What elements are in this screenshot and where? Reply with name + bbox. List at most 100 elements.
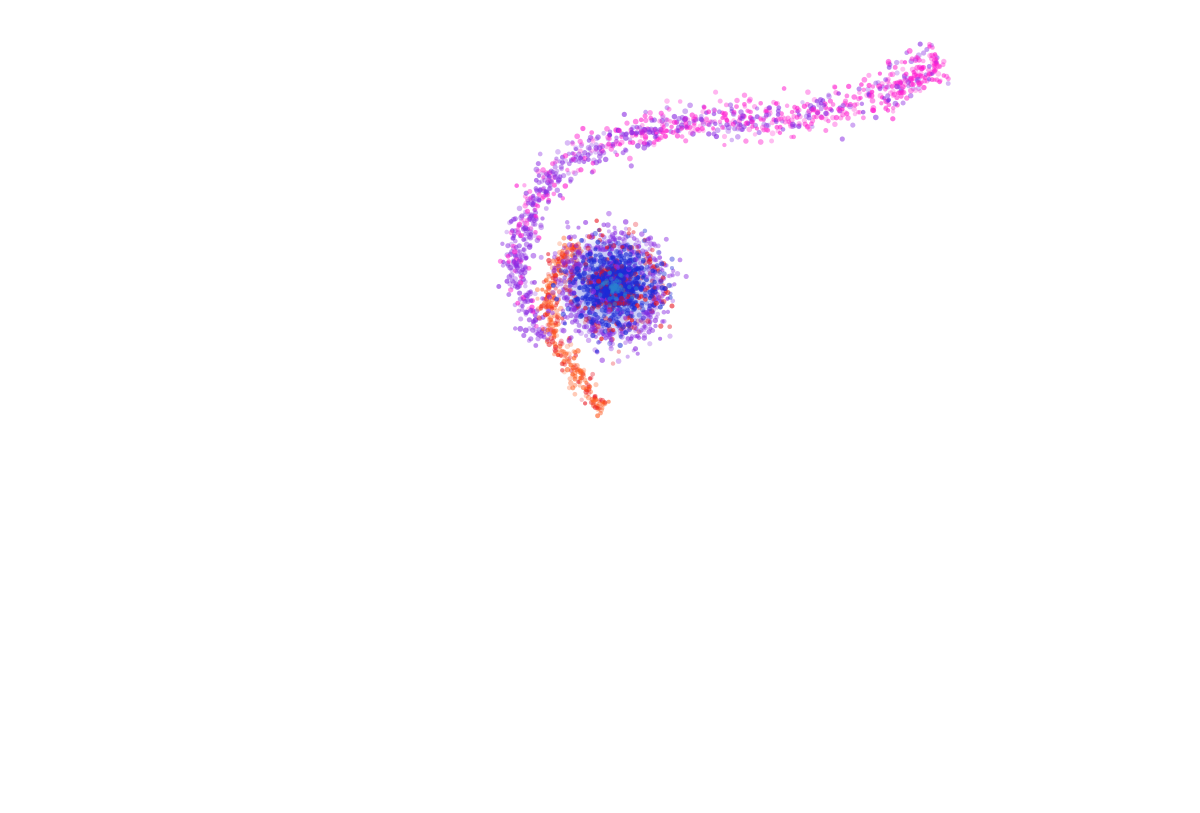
tail-particle [585, 395, 592, 401]
halo-particle [667, 324, 673, 330]
arm-particle [534, 188, 539, 193]
arm-particle [507, 264, 514, 271]
arm-particle [823, 116, 829, 122]
tail-particle [556, 261, 561, 267]
core-particle [587, 287, 593, 294]
arm-particle [691, 119, 696, 124]
arm-particle [533, 323, 539, 329]
core-particle [577, 285, 582, 291]
arm-particle [536, 173, 542, 178]
arm-particle [716, 109, 722, 115]
arm-particle [596, 153, 603, 160]
arm-particle [526, 232, 531, 237]
core-particle [595, 323, 601, 330]
arm-particle [529, 213, 534, 218]
core-center-particle [619, 273, 624, 278]
arm-particle [521, 269, 528, 276]
arm-particle [526, 338, 532, 343]
core-particle [636, 295, 642, 301]
arm-particle [537, 151, 543, 157]
arm-particle [562, 183, 569, 189]
core-particle [591, 259, 597, 265]
arm-particle [699, 117, 705, 123]
arm-particle [766, 105, 772, 111]
core-particle [637, 260, 643, 266]
arm-particle [585, 144, 592, 151]
tail-particle [535, 296, 540, 301]
arm-particle [700, 109, 706, 115]
core-particle [581, 271, 587, 276]
arm-particle [717, 98, 723, 104]
arm-particle [883, 106, 889, 112]
arm-particle [522, 292, 529, 298]
arm-particle [682, 115, 688, 122]
arm-particle [738, 126, 744, 132]
core-particle [586, 274, 592, 280]
tail-particle [606, 399, 611, 404]
tail-particle [553, 273, 559, 279]
arm-particle [941, 73, 947, 78]
tail-particle [595, 413, 601, 419]
tail-particle [548, 335, 554, 341]
arm-particle [706, 109, 712, 115]
arm-particle [796, 107, 802, 113]
arm-particle [508, 272, 515, 278]
arm-particle [559, 166, 564, 172]
halo-particle [632, 346, 639, 352]
arm-particle [890, 105, 896, 111]
tail-particle [577, 383, 582, 388]
core-particle [621, 306, 627, 312]
arm-particle [756, 130, 762, 136]
core-particle [605, 290, 611, 296]
arm-particle [537, 316, 543, 321]
halo-particle [553, 320, 558, 326]
arm-particle [782, 116, 788, 122]
halo-particle [655, 243, 661, 249]
arm-particle [590, 168, 597, 174]
arm-particle [877, 71, 883, 76]
tail-particle [565, 247, 571, 252]
core-particle [570, 280, 576, 286]
halo-particle [552, 276, 558, 282]
core-particle [630, 314, 635, 319]
arm-particle [509, 278, 515, 284]
halo-particle [622, 219, 629, 225]
arm-particle [826, 118, 831, 124]
halo-particle [550, 310, 555, 316]
arm-particle [522, 225, 529, 232]
arm-particle [577, 155, 583, 161]
arm-particle [695, 126, 700, 132]
arm-particle [775, 116, 782, 122]
halo-particle [669, 303, 675, 309]
arm-particle [540, 167, 546, 173]
arm-particle [528, 243, 533, 248]
arm-particle [555, 177, 562, 183]
core-particle [631, 324, 638, 331]
halo-particle [560, 316, 565, 321]
arm-particle [640, 130, 646, 135]
arm-particle [692, 121, 697, 126]
core-particle [590, 332, 596, 339]
arm-particle [705, 120, 711, 127]
arm-particle [524, 255, 529, 261]
arm-particle [517, 284, 523, 289]
arm-particle [612, 142, 618, 147]
halo-particle [566, 242, 573, 248]
arm-particle [852, 111, 858, 117]
arm-particle [548, 168, 554, 174]
arm-particle [731, 110, 737, 116]
halo-particle [546, 294, 553, 300]
core-particle [625, 308, 631, 313]
arm-particle [902, 77, 909, 84]
halo-particle [670, 298, 676, 304]
core-particle [579, 274, 585, 281]
arm-particle [577, 138, 583, 145]
core-center-particle [608, 284, 614, 289]
halo-particle [583, 219, 589, 226]
arm-particle [789, 109, 795, 115]
arm-particle [838, 115, 844, 121]
core-particle [599, 318, 605, 324]
arm-particle [536, 327, 543, 333]
arm-particle [507, 281, 513, 287]
arm-particle [504, 229, 509, 235]
